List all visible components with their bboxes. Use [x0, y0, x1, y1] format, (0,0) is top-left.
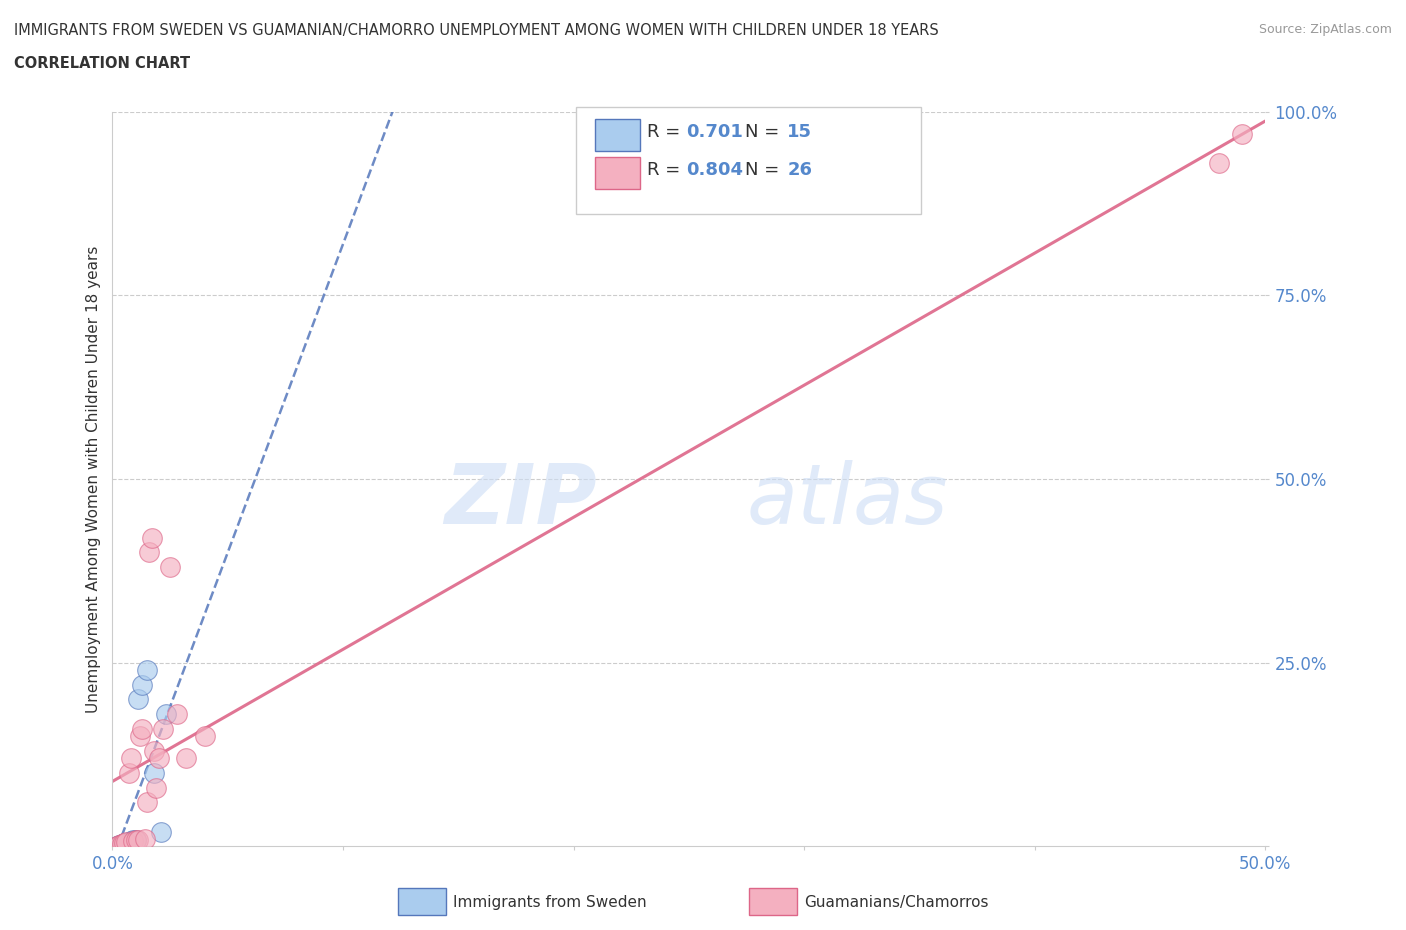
Point: [111, 837, 134, 852]
Text: CORRELATION CHART: CORRELATION CHART: [14, 56, 190, 71]
Point: [174, 751, 197, 765]
Point: [115, 835, 138, 850]
Point: [131, 677, 153, 692]
Point: [127, 832, 149, 847]
Point: [124, 833, 146, 848]
Text: atlas: atlas: [747, 460, 948, 541]
Text: Guamanians/Chamorros: Guamanians/Chamorros: [804, 895, 988, 910]
Point: [129, 729, 152, 744]
Point: [120, 833, 142, 848]
Point: [108, 837, 131, 852]
Point: [105, 838, 128, 853]
Point: [108, 837, 131, 852]
Text: Immigrants from Sweden: Immigrants from Sweden: [453, 895, 647, 910]
Text: Source: ZipAtlas.com: Source: ZipAtlas.com: [1258, 23, 1392, 36]
Point: [111, 837, 134, 852]
Point: [148, 751, 170, 765]
Point: [138, 545, 160, 560]
Text: N =: N =: [745, 161, 785, 179]
Point: [134, 831, 156, 846]
Point: [131, 722, 153, 737]
Point: [143, 765, 166, 780]
Point: [120, 751, 142, 765]
Point: [115, 834, 138, 849]
Point: [159, 560, 181, 575]
Text: 0.701: 0.701: [686, 123, 742, 141]
Point: [127, 692, 149, 707]
Point: [143, 743, 166, 758]
Text: R =: R =: [647, 123, 686, 141]
Point: [152, 722, 174, 737]
Point: [117, 834, 139, 849]
Point: [155, 707, 177, 722]
Text: 0.804: 0.804: [686, 161, 744, 179]
Point: [136, 662, 159, 677]
Text: IMMIGRANTS FROM SWEDEN VS GUAMANIAN/CHAMORRO UNEMPLOYMENT AMONG WOMEN WITH CHILD: IMMIGRANTS FROM SWEDEN VS GUAMANIAN/CHAM…: [14, 23, 939, 38]
Text: N =: N =: [745, 123, 785, 141]
Text: 26: 26: [787, 161, 813, 179]
Point: [122, 833, 145, 848]
Text: ZIP: ZIP: [444, 460, 596, 541]
Point: [141, 530, 163, 545]
Point: [112, 835, 135, 850]
Y-axis label: Unemployment Among Women with Children Under 18 years: Unemployment Among Women with Children U…: [86, 246, 101, 712]
Point: [117, 765, 139, 780]
Point: [1208, 155, 1230, 170]
Text: R =: R =: [647, 161, 686, 179]
Text: 15: 15: [787, 123, 813, 141]
Point: [122, 833, 145, 848]
Point: [145, 780, 167, 795]
Point: [194, 729, 217, 744]
Point: [166, 707, 188, 722]
Point: [1232, 126, 1254, 141]
Point: [105, 838, 128, 853]
Point: [149, 824, 172, 839]
Point: [124, 832, 146, 847]
Point: [112, 836, 135, 851]
Point: [136, 795, 159, 810]
